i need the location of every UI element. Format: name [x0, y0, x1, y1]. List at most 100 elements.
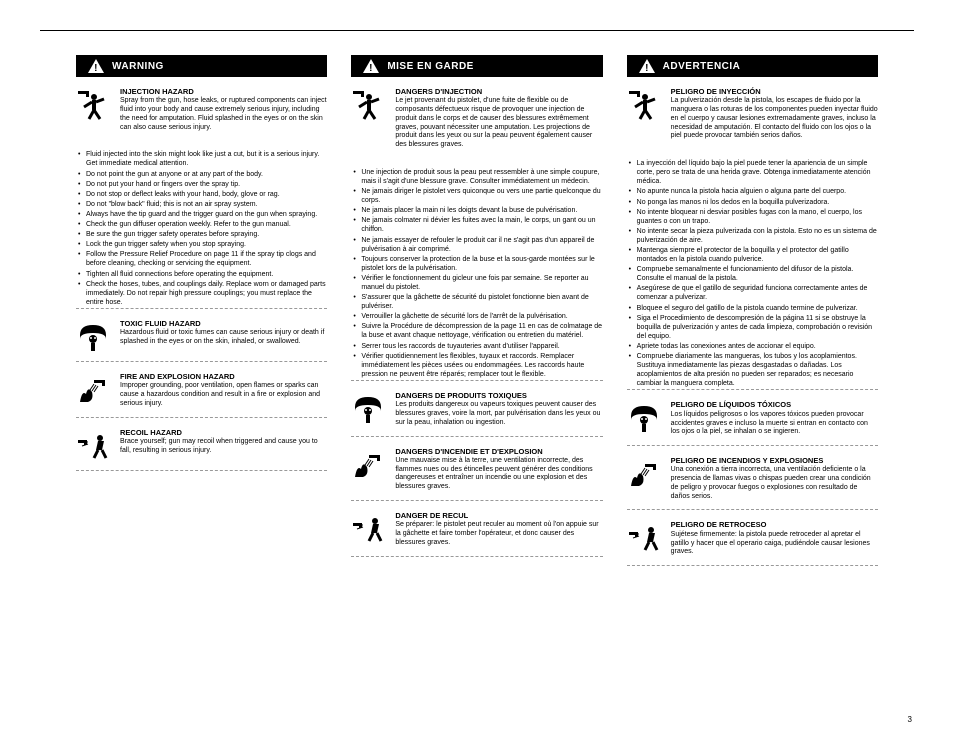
top-rule	[40, 30, 914, 31]
section-desc: Les produits dangereux ou vapeurs toxiqu…	[395, 401, 602, 427]
fire-icon	[627, 456, 661, 490]
section-title: RECOIL HAZARD	[120, 428, 327, 437]
svg-text:!: !	[645, 63, 649, 73]
warning-label: WARNING	[112, 61, 164, 72]
injection-icon	[351, 87, 385, 121]
columns-container: ! WARNING INJECTION HAZARD Spray from th…	[40, 55, 914, 566]
bullet-item: Do not put your hand or fingers over the…	[78, 180, 327, 189]
section-body: PELIGRO DE RETROCESO Sujétese firmemente…	[671, 520, 878, 557]
section-body: PELIGRO DE INCENDIOS Y EXPLOSIONES Una c…	[671, 456, 878, 501]
bullet-item: Apriete todas las conexiones antes de ac…	[629, 342, 878, 351]
section-body: INJECTION HAZARD Spray from the gun, hos…	[120, 87, 327, 132]
warning-bar-en: ! WARNING	[76, 55, 327, 77]
column-en: ! WARNING INJECTION HAZARD Spray from th…	[76, 55, 327, 566]
section-desc: Una conexión a tierra incorrecta, una ve…	[671, 466, 878, 501]
section-desc: Hazardous fluid or toxic fumes can cause…	[120, 329, 327, 347]
section-body: RECOIL HAZARD Brace yourself; gun may re…	[120, 428, 327, 456]
bullet-item: Une injection de produit sous la peau pe…	[353, 168, 602, 186]
section-title: DANGERS D'INJECTION	[395, 87, 602, 96]
bullet-item: Suivre la Procédure de décompression de …	[353, 322, 602, 340]
section-toxic-fr: DANGERS DE PRODUITS TOXIQUES Les produit…	[351, 381, 602, 436]
section-desc: Le jet provenant du pistolet, d'une fuit…	[395, 97, 602, 150]
bullet-item: Do not "blow back" fluid; this is not an…	[78, 200, 327, 209]
recoil-icon	[76, 428, 110, 462]
svg-text:!: !	[94, 63, 98, 73]
bullet-item: Check the gun diffuser operation weekly.…	[78, 220, 327, 229]
bullet-list-fr: Une injection de produit sous la peau pe…	[351, 168, 602, 379]
section-toxic-es: PELIGRO DE LÍQUIDOS TÓXICOS Los líquidos…	[627, 390, 878, 445]
bullet-item: Vérifier quotidiennement les flexibles, …	[353, 352, 602, 379]
warning-bar-fr: ! MISE EN GARDE	[351, 55, 602, 77]
section-desc: Se préparer: le pistolet peut reculer au…	[395, 521, 602, 547]
section-title: INJECTION HAZARD	[120, 87, 327, 96]
section-injection-es: PELIGRO DE INYECCIÓN La pulverización de…	[627, 77, 878, 149]
section-fire-fr: DANGERS D'INCENDIE ET D'EXPLOSION Une ma…	[351, 437, 602, 500]
bullet-item: Compruebe diariamente las mangueras, los…	[629, 352, 878, 388]
warning-bar-es: ! ADVERTENCIA	[627, 55, 878, 77]
section-recoil-fr: DANGER DE RECUL Se préparer: le pistolet…	[351, 501, 602, 556]
section-body: DANGERS D'INCENDIE ET D'EXPLOSION Une ma…	[395, 447, 602, 492]
bullet-item: Ne jamais colmater ni dévier les fuites …	[353, 216, 602, 234]
bullet-item: Vérifier le fonctionnement du gicleur un…	[353, 274, 602, 292]
bullet-item: Asegúrese de que el gatillo de seguridad…	[629, 284, 878, 302]
bullet-item: Mantenga siempre el protector de la boqu…	[629, 246, 878, 264]
section-body: DANGER DE RECUL Se préparer: le pistolet…	[395, 511, 602, 548]
section-title: DANGER DE RECUL	[395, 511, 602, 520]
bullet-item: Toujours conserver la protection de la b…	[353, 255, 602, 273]
section-divider	[351, 556, 602, 557]
section-desc: Spray from the gun, hose leaks, or ruptu…	[120, 97, 327, 132]
section-title: PELIGRO DE LÍQUIDOS TÓXICOS	[671, 400, 878, 409]
warning-icon: !	[88, 59, 104, 73]
recoil-icon	[351, 511, 385, 545]
warning-icon: !	[363, 59, 379, 73]
section-recoil-en: RECOIL HAZARD Brace yourself; gun may re…	[76, 418, 327, 470]
section-title: TOXIC FLUID HAZARD	[120, 319, 327, 328]
column-fr: ! MISE EN GARDE DANGERS D'INJECTION Le j…	[351, 55, 602, 566]
section-fire-es: PELIGRO DE INCENDIOS Y EXPLOSIONES Una c…	[627, 446, 878, 509]
bullet-item: Serrer tous les raccords de tuyauteries …	[353, 342, 602, 351]
injection-icon	[627, 87, 661, 121]
injection-icon	[76, 87, 110, 121]
bullet-item: Ne jamais essayer de refouler le produit…	[353, 236, 602, 254]
bullet-item: Siga el Procedimiento de descompresión d…	[629, 314, 878, 341]
bullet-item: La inyección del líquido bajo la piel pu…	[629, 159, 878, 186]
bullet-item: Lock the gun trigger safety when you sto…	[78, 240, 327, 249]
bullet-item: No intente bloquear ni desviar posibles …	[629, 208, 878, 226]
section-body: TOXIC FLUID HAZARD Hazardous fluid or to…	[120, 319, 327, 347]
section-title: DANGERS D'INCENDIE ET D'EXPLOSION	[395, 447, 602, 456]
bullet-item: Ne jamais placer la main ni les doigts d…	[353, 206, 602, 215]
section-title: FIRE AND EXPLOSION HAZARD	[120, 372, 327, 381]
section-title: PELIGRO DE RETROCESO	[671, 520, 878, 529]
section-desc: Brace yourself; gun may recoil when trig…	[120, 438, 327, 456]
section-desc: Improper grounding, poor ventilation, op…	[120, 382, 327, 408]
bullet-item: Bloquee el seguro del gatillo de la pist…	[629, 304, 878, 313]
bullet-list-es: La inyección del líquido bajo la piel pu…	[627, 159, 878, 388]
bullet-item: No intente secar la pieza pulverizada co…	[629, 227, 878, 245]
page-number: 3	[908, 715, 912, 724]
bullet-item: Do not point the gun at anyone or at any…	[78, 170, 327, 179]
bullet-list-en: Fluid injected into the skin might look …	[76, 150, 327, 307]
section-body: FIRE AND EXPLOSION HAZARD Improper groun…	[120, 372, 327, 409]
section-recoil-es: PELIGRO DE RETROCESO Sujétese firmemente…	[627, 510, 878, 565]
bullet-item: Fluid injected into the skin might look …	[78, 150, 327, 168]
bullet-item: Be sure the gun trigger safety operates …	[78, 230, 327, 239]
bullet-item: Do not stop or deflect leaks with your h…	[78, 190, 327, 199]
toxic-icon	[76, 319, 110, 353]
section-title: DANGERS DE PRODUITS TOXIQUES	[395, 391, 602, 400]
section-title: PELIGRO DE INYECCIÓN	[671, 87, 878, 96]
section-divider	[627, 565, 878, 566]
toxic-icon	[351, 391, 385, 425]
section-desc: Sujétese firmemente: la pistola puede re…	[671, 531, 878, 557]
warning-label: MISE EN GARDE	[387, 61, 474, 72]
section-desc: Une mauvaise mise à la terre, une ventil…	[395, 457, 602, 492]
bullet-item: Follow the Pressure Relief Procedure on …	[78, 250, 327, 268]
page: ! WARNING INJECTION HAZARD Spray from th…	[0, 0, 954, 742]
bullet-item: Verrouiller la gâchette de sécurité lors…	[353, 312, 602, 321]
section-desc: Los líquidos peligrosos o los vapores tó…	[671, 411, 878, 437]
section-body: PELIGRO DE LÍQUIDOS TÓXICOS Los líquidos…	[671, 400, 878, 437]
section-fire-en: FIRE AND EXPLOSION HAZARD Improper groun…	[76, 362, 327, 417]
bullet-item: No apunte nunca la pistola hacia alguien…	[629, 187, 878, 196]
bullet-item: S'assurer que la gâchette de sécurité du…	[353, 293, 602, 311]
fire-icon	[76, 372, 110, 406]
fire-icon	[351, 447, 385, 481]
